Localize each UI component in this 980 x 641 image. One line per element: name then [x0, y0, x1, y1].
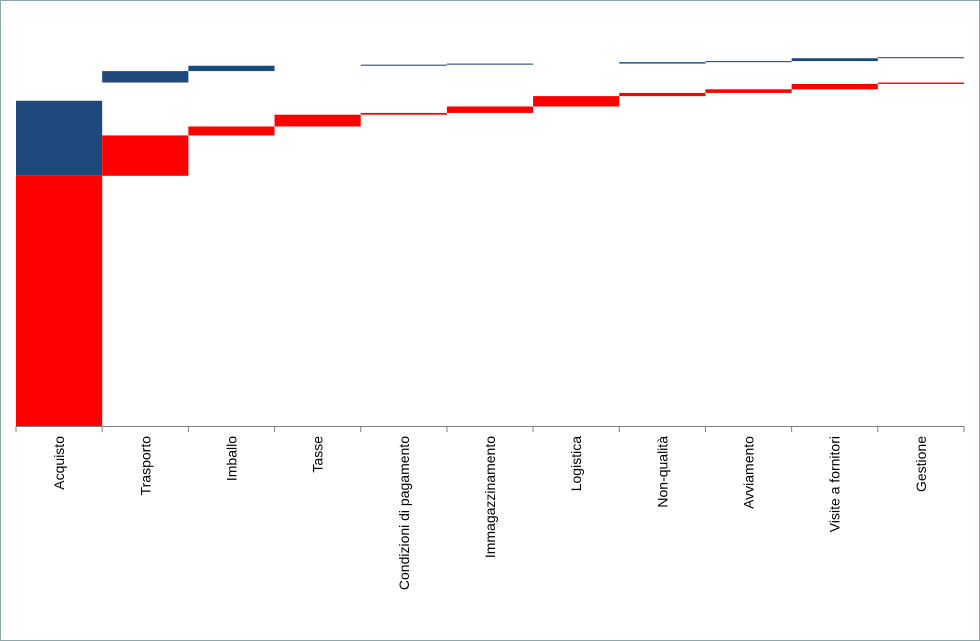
bar-blue-gestione: [877, 57, 964, 59]
bar-red-imballo: [188, 126, 275, 136]
bar-red-gestione: [877, 82, 964, 84]
bar-red-logistica: [533, 96, 620, 107]
bar-red-visite-a-fornitori: [791, 83, 878, 90]
x-tick-label-acquisto: Acquisto: [51, 436, 67, 490]
bar-blue-immagazzinamento: [446, 63, 534, 65]
bar-red-immagazzinamento: [446, 106, 534, 113]
bar-red-acquisto: [16, 175, 103, 426]
x-tick-label-trasporto: Trasporto: [137, 436, 153, 496]
x-tick-label-logistica: Logistica: [568, 436, 584, 491]
bar-blue-imballo: [188, 65, 275, 72]
bar-red-non-qualita: [619, 92, 706, 97]
bar-blue-acquisto: [16, 100, 103, 176]
x-tick-label-gestione: Gestione: [913, 436, 929, 492]
x-tick-label-condizioni-di-pagamento: Condizioni di pagamento: [396, 436, 412, 590]
x-tick-labels: Acquisto Trasporto Imballo Tasse Condizioni …: [51, 436, 929, 590]
bar-blue-visite-a-fornitori: [791, 58, 878, 62]
x-tick-label-non-qualita: Non-qualità: [654, 436, 670, 508]
bar-blue-trasporto: [102, 71, 189, 83]
x-axis: [15, 426, 965, 432]
bar-blue-avviamento: [705, 61, 792, 63]
x-tick-label-visite-a-fornitori: Visite a fornitori: [827, 436, 843, 532]
x-tick-label-avviamento: Avviamento: [741, 436, 757, 509]
bar-red-condizioni-di-pagamento: [360, 112, 447, 115]
bar-red-tasse: [274, 114, 361, 127]
x-tick-label-imballo: Imballo: [223, 436, 239, 481]
x-tick-label-immagazzinamento: Immagazzinamento: [482, 436, 498, 558]
bar-blue-condizioni-di-pagamento: [360, 64, 447, 66]
bar-red-avviamento: [705, 89, 792, 93]
x-tick-label-tasse: Tasse: [310, 436, 326, 473]
bars-group: [16, 57, 964, 426]
bar-blue-non-qualita: [619, 62, 706, 64]
bar-red-trasporto: [102, 135, 189, 176]
